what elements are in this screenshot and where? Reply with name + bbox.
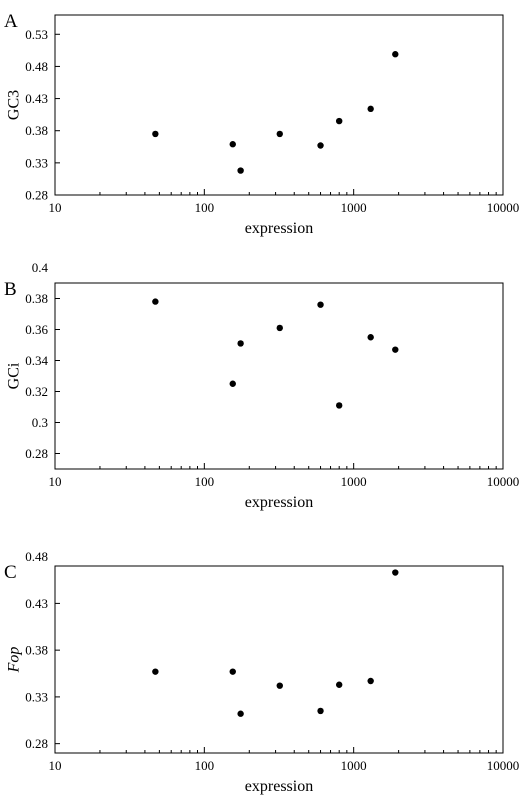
x-tick-label: 100 — [195, 758, 215, 773]
data-point — [335, 681, 343, 688]
data-point — [367, 105, 374, 113]
y-tick-label: 0.48 — [25, 549, 48, 564]
y-axis: 0.28 0.33 0.38 0.43 0.48 — [25, 549, 60, 751]
data-point — [335, 402, 343, 409]
y-tick-label: 0.33 — [25, 689, 48, 704]
data-points — [152, 298, 399, 409]
data-point — [317, 301, 324, 308]
data-point — [392, 51, 399, 58]
y-tick-label: 0.28 — [25, 188, 48, 203]
y-tick-label: 0.36 — [25, 322, 48, 337]
panel-a: A 10 100 1000 10000 0.28 0.33 0.38 0.43 0.48 0.53 e… — [4, 11, 519, 237]
y-axis-label: GCi — [6, 362, 23, 389]
data-point — [229, 380, 236, 387]
data-point — [229, 141, 236, 148]
x-tick-label: 10000 — [487, 758, 520, 773]
y-tick-label: 0.28 — [25, 736, 48, 751]
panel-letter: C — [4, 562, 17, 583]
data-point — [152, 668, 159, 675]
panel-letter: A — [4, 11, 18, 32]
x-axis: 10 100 1000 10000 — [49, 747, 520, 773]
y-axis-label: Fop — [6, 647, 23, 674]
x-tick-label: 10 — [49, 758, 62, 773]
data-point — [317, 142, 324, 149]
x-tick-label: 1000 — [341, 758, 367, 773]
y-tick-label: 0.43 — [25, 596, 48, 611]
data-point — [392, 569, 399, 576]
x-axis: 10 100 1000 10000 — [49, 189, 520, 215]
data-point — [367, 677, 374, 685]
data-point — [335, 117, 343, 125]
y-tick-label: 0.4 — [32, 260, 49, 275]
y-axis-label: GC3 — [6, 90, 23, 120]
y-tick-label: 0.38 — [25, 643, 48, 658]
y-tick-label: 0.48 — [25, 59, 48, 74]
x-axis-label: expression — [245, 220, 313, 237]
x-tick-label: 10000 — [487, 200, 520, 215]
panel-c: C 10 100 1000 10000 0.28 0.33 0.38 0.43 0.48 expre… — [4, 549, 519, 795]
y-tick-label: 0.38 — [25, 123, 48, 138]
data-point — [237, 340, 244, 347]
x-tick-label: 10 — [49, 200, 62, 215]
y-tick-label: 0.33 — [25, 155, 48, 170]
data-point — [392, 346, 399, 353]
x-tick-label: 1000 — [341, 474, 367, 489]
y-axis: 0.28 0.3 0.32 0.34 0.36 0.38 0.4 — [25, 260, 60, 461]
data-point — [367, 334, 374, 341]
y-axis: 0.28 0.33 0.38 0.43 0.48 0.53 — [25, 27, 60, 203]
x-axis-label: expression — [245, 778, 313, 795]
x-tick-label: 10 — [49, 474, 62, 489]
data-point — [152, 130, 159, 138]
y-tick-label: 0.28 — [25, 446, 48, 461]
y-tick-label: 0.32 — [25, 384, 48, 399]
panel-letter: B — [4, 279, 17, 300]
y-tick-label: 0.38 — [25, 291, 48, 306]
data-point — [276, 130, 283, 138]
y-tick-label: 0.3 — [32, 415, 48, 430]
plot-frame — [54, 14, 504, 196]
y-tick-label: 0.34 — [25, 353, 48, 368]
data-point — [237, 710, 244, 717]
x-axis: 10 100 1000 10000 — [49, 463, 520, 489]
data-point — [237, 167, 244, 174]
x-tick-label: 100 — [195, 200, 215, 215]
x-tick-label: 10000 — [487, 474, 520, 489]
data-points — [152, 51, 399, 174]
panel-b: B10 100 1000 100000.280.30.320.340.360.380.… — [4, 260, 519, 511]
y-tick-label: 0.43 — [25, 91, 48, 106]
x-tick-label: 100 — [195, 474, 215, 489]
data-point — [317, 707, 324, 715]
x-tick-label: 1000 — [341, 200, 367, 215]
y-tick-label: 0.53 — [25, 27, 48, 42]
data-point — [229, 668, 236, 675]
data-point — [276, 682, 283, 689]
x-axis-label: expression — [245, 494, 313, 511]
plot-frame — [54, 282, 504, 470]
data-point — [276, 324, 283, 332]
data-point — [152, 298, 159, 305]
data-points — [152, 569, 399, 717]
plot-frame — [54, 565, 504, 754]
